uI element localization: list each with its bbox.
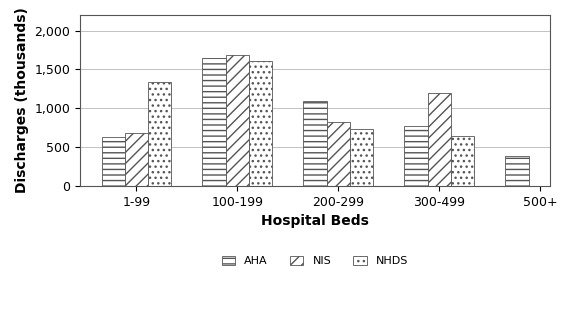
X-axis label: Hospital Beds: Hospital Beds [261,214,369,228]
Bar [304,101,327,186]
Bar [405,126,427,186]
Legend: AHA, NIS, NHDS: AHA, NIS, NHDS [218,251,413,271]
Bar [202,58,226,186]
Bar [101,137,125,186]
Bar [505,156,528,186]
Y-axis label: Discharges (thousands): Discharges (thousands) [15,8,29,194]
Bar [350,129,373,186]
Bar [451,136,474,186]
Bar [148,82,171,186]
Bar [125,133,148,186]
Bar [427,93,451,186]
Bar [327,122,350,186]
Bar [249,61,272,186]
Bar [226,55,249,186]
